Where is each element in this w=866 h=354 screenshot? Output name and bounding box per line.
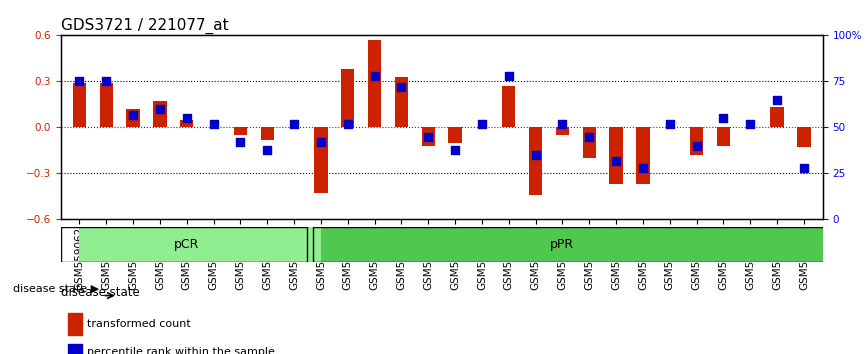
Bar [690,127,703,155]
Bar [449,127,462,143]
Point [180,115,194,121]
Point [341,121,355,127]
Bar [313,227,830,262]
Point [153,106,167,112]
Point [501,73,515,79]
Bar [126,109,139,127]
Point [716,115,730,121]
Bar [153,101,166,127]
Point [100,79,113,84]
Bar [502,86,515,127]
Bar [637,127,650,184]
Bar [321,227,830,262]
Bar [556,127,569,135]
Text: disease state: disease state [61,286,139,298]
Bar [583,127,596,158]
Bar [180,120,193,127]
Bar [395,77,408,127]
Bar [68,313,82,335]
Point [422,134,436,139]
Bar [341,69,354,127]
Point [368,73,382,79]
Bar [314,127,327,193]
Bar [80,227,321,262]
Bar [422,127,435,146]
Bar [771,108,784,127]
Point [448,147,462,152]
Point [73,79,87,84]
Bar [61,227,307,262]
Bar [529,127,542,195]
Point [288,121,301,127]
Point [636,165,650,171]
Bar [261,127,274,140]
Bar [73,83,86,127]
Point [555,121,569,127]
Point [126,112,140,118]
Point [797,165,811,171]
Bar [798,127,811,147]
Point [582,134,596,139]
Point [314,139,328,145]
Point [770,97,784,103]
Point [743,121,757,127]
Text: pPR: pPR [551,238,574,251]
Point [395,84,409,90]
Point [662,121,676,127]
Bar [100,83,113,127]
Bar [368,40,381,127]
Point [689,143,703,149]
Bar [717,127,730,146]
Point [475,121,488,127]
Text: percentile rank within the sample: percentile rank within the sample [87,347,275,354]
Bar [68,344,82,354]
Point [528,152,542,158]
Bar [610,127,623,184]
Text: GDS3721 / 221077_at: GDS3721 / 221077_at [61,18,229,34]
Text: pCR: pCR [174,238,199,251]
Point [234,139,248,145]
Point [609,158,623,164]
Point [207,121,221,127]
Text: transformed count: transformed count [87,319,191,330]
Text: disease state ▶: disease state ▶ [13,284,99,293]
Point [261,147,275,152]
Bar [234,127,247,135]
